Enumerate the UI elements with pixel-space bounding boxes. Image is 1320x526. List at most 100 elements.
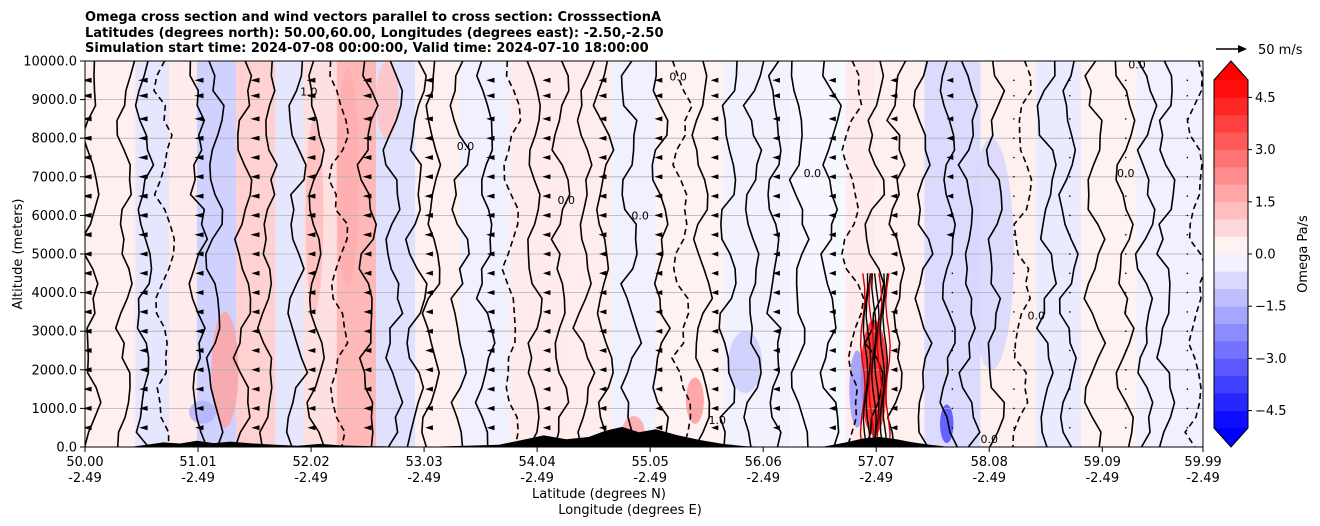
- wind-vector-9-13: [599, 328, 607, 334]
- y-tick-label-7: 7000.0: [32, 170, 78, 185]
- x-tick-label-lat-3: 53.03: [405, 455, 442, 470]
- wind-vector-7-9: [486, 251, 495, 257]
- wind-vector-16-11: [1013, 291, 1015, 294]
- wind-vector-14-8: [890, 232, 898, 238]
- wind-vector-19-6: [1186, 195, 1189, 197]
- wind-vector-9-3: [598, 135, 607, 141]
- wind-vector-17-17: [1069, 407, 1071, 410]
- contour-line-10: [328, 61, 350, 447]
- contour-line-19: [550, 61, 571, 447]
- wind-vector-4-6: [306, 193, 316, 199]
- updraft-contour-6: [876, 273, 883, 447]
- contour-label-3: 0.0: [631, 209, 649, 222]
- contour-label-7: 1.0: [709, 414, 727, 427]
- updraft-contour-2: [865, 273, 872, 447]
- colorbar-segment-14: [1214, 167, 1248, 185]
- wind-vector-10-15: [655, 367, 663, 373]
- colorbar-segment-2: [1214, 375, 1248, 394]
- x-tick-label-lon-8: -2.49: [972, 471, 1006, 486]
- wind-vector-14-5: [890, 174, 898, 180]
- wind-vector-15-6: [946, 193, 954, 199]
- wind-vector-2-12: [195, 309, 204, 315]
- wind-vector-19-14: [1186, 349, 1189, 352]
- wind-vector-7-13: [486, 328, 495, 334]
- wind-vector-14-11: [890, 290, 898, 296]
- wind-vector-10-17: [655, 405, 663, 411]
- wind-vector-11-16: [711, 386, 719, 392]
- wind-vector-8-17: [542, 405, 551, 411]
- wind-vector-17-12: [1069, 311, 1071, 313]
- wind-vector-3-4: [250, 155, 260, 160]
- wind-vector-4-10: [307, 270, 316, 276]
- wind-vector-14-17: [890, 405, 898, 411]
- wind-vector-8-12: [542, 309, 551, 315]
- contour-line-25: [691, 61, 714, 447]
- wind-vector-18-4: [1124, 156, 1127, 159]
- wind-vector-8-4: [542, 155, 551, 160]
- wind-vector-5-18: [363, 425, 372, 431]
- wind-vector-7-15: [486, 367, 495, 373]
- x-tick-label-lat-2: 52.02: [292, 455, 329, 470]
- wind-vector-16-14: [1013, 349, 1015, 352]
- wind-vector-0-8: [85, 232, 92, 238]
- wind-vector-1-7: [138, 212, 148, 218]
- wind-vector-5-0: [362, 77, 372, 83]
- wind-vector-12-0: [772, 77, 780, 83]
- wind-vector-11-15: [711, 367, 719, 373]
- wind-vector-17-14: [1069, 349, 1071, 352]
- wind-vector-10-18: [655, 425, 663, 431]
- wind-vector-7-12: [486, 309, 495, 315]
- wind-vector-2-0: [194, 77, 204, 83]
- wind-vector-14-6: [890, 193, 898, 199]
- wind-vector-7-0: [486, 77, 495, 83]
- wind-vector-11-11: [711, 290, 719, 296]
- wind-vector-2-5: [194, 174, 204, 180]
- colorbar-segment-4: [1214, 341, 1248, 359]
- wind-vector-2-16: [195, 386, 204, 392]
- wind-vector-9-17: [599, 405, 607, 411]
- wind-vector-18-8: [1124, 233, 1127, 236]
- omega-blob-8: [940, 404, 954, 444]
- colorbar-tick-label-0: 4.5: [1255, 91, 1276, 106]
- wind-vector-6-13: [425, 328, 433, 334]
- wind-vector-10-1: [654, 93, 663, 99]
- wind-vector-14-3: [890, 135, 898, 141]
- contour-line-30: [819, 61, 842, 447]
- wind-vector-16-5: [1013, 176, 1015, 178]
- wind-vector-13-5: [828, 174, 836, 180]
- colorbar-segment-1: [1214, 393, 1248, 411]
- wind-vector-16-0: [1013, 79, 1015, 82]
- contour-line-33: [886, 61, 907, 447]
- contour-line-22: [620, 61, 643, 447]
- wind-vector-13-8: [828, 232, 836, 238]
- wind-vector-17-3: [1069, 137, 1071, 139]
- wind-vector-5-4: [362, 155, 372, 160]
- wind-vector-15-4: [946, 155, 954, 160]
- contour-line-6: [232, 61, 253, 447]
- updraft-contour-9: [884, 273, 891, 447]
- wind-vector-0-4: [85, 155, 92, 160]
- x-tick-label-lon-3: -2.49: [407, 471, 441, 486]
- colorbar-segment-3: [1214, 358, 1248, 377]
- wind-vector-13-6: [828, 193, 836, 199]
- wind-vector-3-7: [250, 212, 260, 218]
- wind-vector-19-8: [1186, 233, 1189, 236]
- wind-vector-8-14: [542, 348, 551, 353]
- wind-vector-11-2: [710, 116, 719, 122]
- wind-vector-19-7: [1186, 214, 1189, 217]
- wind-vector-10-14: [655, 348, 663, 353]
- x-tick-label-lat-6: 56.06: [745, 455, 782, 470]
- wind-vector-18-2: [1124, 118, 1127, 120]
- wind-vector-5-1: [362, 93, 372, 99]
- wind-vector-16-17: [1013, 407, 1015, 410]
- wind-vector-17-1: [1069, 94, 1071, 97]
- wind-vector-12-3: [772, 135, 780, 141]
- wind-vector-1-10: [139, 270, 148, 276]
- wind-vector-16-16: [1013, 388, 1015, 390]
- wind-vector-6-17: [425, 405, 433, 411]
- x-tick-label-lat-9: 59.09: [1084, 455, 1121, 470]
- wind-vector-10-11: [655, 290, 663, 296]
- wind-vector-9-5: [598, 174, 607, 180]
- wind-vector-19-11: [1186, 291, 1189, 294]
- wind-vector-5-10: [363, 270, 372, 276]
